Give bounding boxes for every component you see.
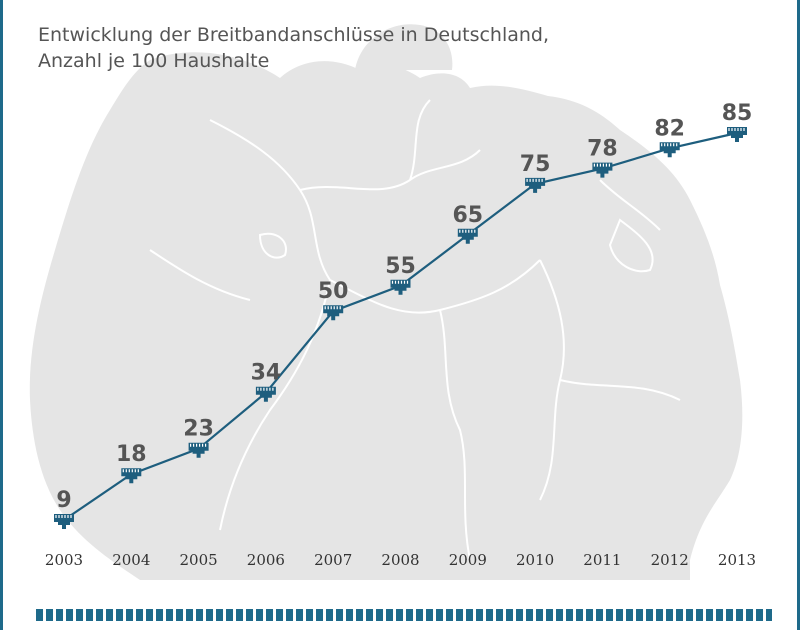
x-tick-label-2008: 2008 [381, 551, 419, 569]
data-label-2005: 23 [183, 417, 214, 442]
data-point-2003 [54, 514, 74, 529]
x-tick-label-2003: 2003 [45, 551, 83, 569]
chart-title-line-1: Entwicklung der Breitbandanschlüsse in D… [38, 24, 550, 46]
data-point-2005 [188, 442, 209, 458]
map-borders [149, 99, 681, 561]
data-point-2006 [255, 386, 276, 402]
x-tick-label-2011: 2011 [583, 551, 621, 569]
data-point-2010 [525, 177, 546, 193]
map-coast-north [355, 24, 453, 70]
data-point-2011 [592, 162, 613, 178]
data-label-2012: 82 [654, 116, 685, 141]
data-label-2007: 50 [318, 279, 349, 304]
x-tick-label-2010: 2010 [516, 551, 554, 569]
chart-title: Entwicklung der Breitbandanschlüsse in D… [38, 22, 549, 74]
series-marker-layer [54, 127, 747, 529]
data-label-2003: 9 [56, 488, 71, 513]
data-point-2009 [457, 228, 478, 244]
data-label-layer: 9 18 23 34 50 55 65 75 78 82 85 [56, 101, 752, 513]
germany-map-background [29, 24, 743, 580]
left-border [0, 0, 3, 630]
data-point-2012 [659, 142, 680, 158]
x-tick-label-2004: 2004 [112, 551, 150, 569]
data-label-2009: 65 [452, 203, 483, 228]
data-point-2007 [323, 305, 344, 321]
x-tick-label-2007: 2007 [314, 551, 352, 569]
data-label-2011: 78 [587, 137, 618, 162]
data-label-2004: 18 [116, 442, 147, 467]
x-tick-label-2009: 2009 [449, 551, 487, 569]
x-tick-label-2012: 2012 [651, 551, 689, 569]
data-point-2004 [121, 468, 142, 484]
x-tick-label-2013: 2013 [718, 551, 756, 569]
data-label-2006: 34 [251, 361, 282, 386]
chart-title-line-2: Anzahl je 100 Haushalte [38, 50, 270, 72]
data-label-2010: 75 [520, 152, 551, 177]
right-border [797, 0, 800, 630]
data-point-2008 [390, 279, 411, 295]
data-point-2013 [727, 127, 747, 142]
data-label-2013: 85 [722, 101, 753, 126]
data-label-2008: 55 [385, 254, 416, 279]
x-tick-label-2006: 2006 [247, 551, 285, 569]
map-landmass [29, 52, 743, 580]
footer-dashed-bar [36, 609, 772, 621]
x-tick-label-2005: 2005 [180, 551, 218, 569]
x-axis-tick-layer: 2003 2004 2005 2006 2007 2008 2009 2010 2011 2012… [45, 551, 756, 569]
